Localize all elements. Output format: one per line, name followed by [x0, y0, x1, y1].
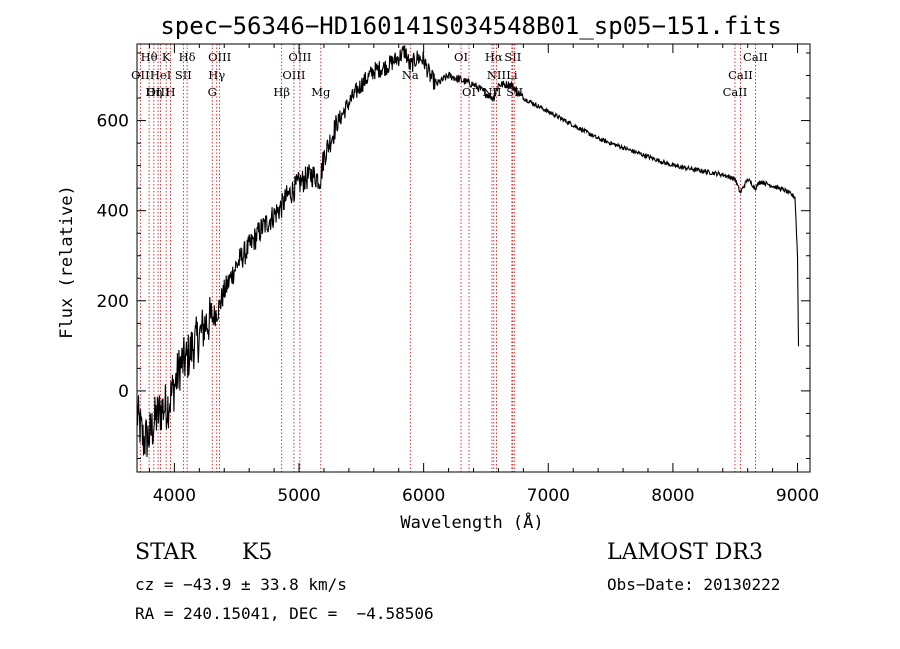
x-tick-label: 9000	[776, 486, 819, 506]
y-tick-label: 400	[97, 202, 129, 222]
y-tick-label: 600	[97, 112, 129, 132]
spectral-line-label: Hδ	[179, 50, 196, 64]
spectral-line-label: OII	[131, 68, 150, 82]
survey-name: LAMOST DR3	[607, 540, 763, 565]
spectrum-chart: spec−56346−HD160141S034548B01_sp05−151.f…	[57, 12, 819, 533]
y-tick-label: 200	[97, 292, 129, 312]
x-tick-label: 6000	[402, 486, 445, 506]
spectral-line-label: CaII	[728, 68, 753, 82]
obs-date: Obs−Date: 20130222	[607, 575, 781, 594]
spectral-line-label: OI	[462, 85, 476, 99]
spectral-line-label: NII	[487, 68, 506, 82]
x-tick-label: 8000	[651, 486, 694, 506]
spectral-line-label: CaII	[743, 50, 768, 64]
y-axis-label: Flux (relative)	[57, 185, 77, 339]
y-tick-label: 0	[118, 382, 129, 402]
spectral-line-label: OIII	[147, 85, 170, 99]
redshift-readout: cz = −43.9 ± 33.8 km/s	[135, 575, 347, 594]
spectral-line-label: CaII	[723, 85, 748, 99]
object-subclass: K5	[242, 540, 273, 565]
spectral-line-label: Hβ	[273, 85, 290, 99]
spectral-line-label: G	[208, 85, 217, 99]
spectral-line-label: SII	[504, 50, 521, 64]
spectral-line-label: Hθ	[141, 50, 158, 64]
coordinates: RA = 240.15041, DEC = −4.58506	[135, 604, 434, 623]
spectral-line-label: HeI	[150, 68, 171, 82]
x-tick-label: 7000	[527, 486, 570, 506]
spectral-line-label: Hγ	[208, 68, 225, 82]
spectral-line-label: H	[166, 85, 176, 99]
spectral-line-label: OI	[454, 50, 468, 64]
spectral-line-label: OIII	[288, 50, 311, 64]
spectral-line-label: Hη	[145, 85, 162, 99]
spectral-line-label: Mg	[311, 85, 331, 99]
axis-ticks: 4000 5000 6000 7000 8000 9000 0 200 400 600	[97, 44, 819, 506]
spectrum-series-line	[136, 45, 800, 458]
spectral-line-label: K	[162, 50, 171, 64]
x-tick-label: 5000	[277, 486, 320, 506]
plot-frame	[136, 43, 811, 473]
spectral-line-label: OIII	[208, 50, 231, 64]
chart-title: spec−56346−HD160141S034548B01_sp05−151.f…	[160, 12, 781, 40]
spectral-line-label: SII	[175, 68, 192, 82]
spectral-line-label: Hα	[485, 50, 503, 64]
x-axis-label: Wavelength (Å)	[400, 511, 543, 533]
spectral-line-label: Li	[506, 68, 518, 82]
object-class: STAR	[135, 540, 196, 565]
spectral-line-label: Na	[402, 68, 419, 82]
spectral-line-label: OIII	[282, 68, 305, 82]
x-tick-label: 4000	[153, 486, 196, 506]
